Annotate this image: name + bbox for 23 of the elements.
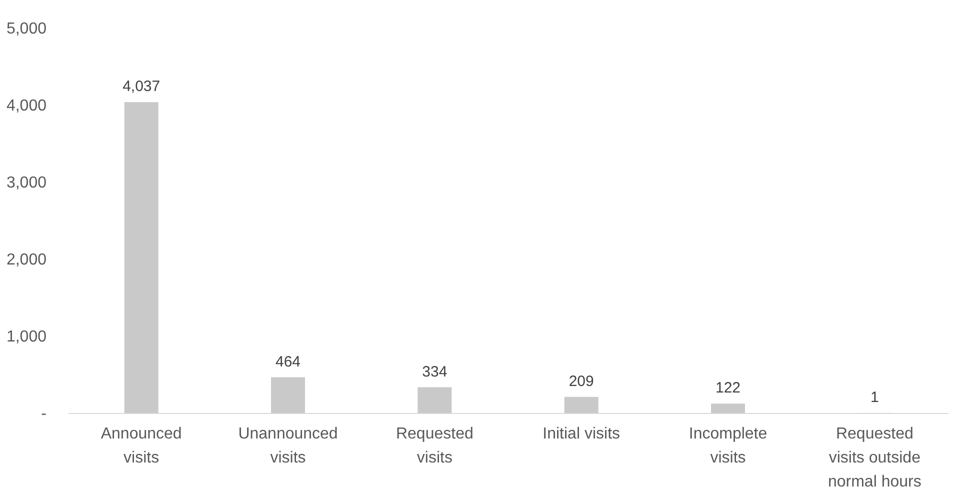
bar [711, 404, 745, 413]
y-tick-label: 5,000 [6, 20, 47, 38]
x-tick-label: Requested visits [396, 426, 474, 466]
x-tick-label: Incomplete visits [688, 426, 768, 466]
data-label: 4,037 [122, 78, 160, 96]
bar [418, 387, 452, 413]
data-label: 1 [870, 388, 879, 406]
data-label: 464 [275, 353, 301, 370]
data-label: 122 [715, 380, 741, 397]
data-label: 334 [422, 363, 448, 380]
x-tick-label: Initial visits [542, 426, 620, 442]
y-tick-label: 2,000 [6, 252, 47, 268]
y-tick-label: 4,000 [6, 98, 47, 114]
x-tick-label: Requested visits outside normal hours [828, 426, 922, 490]
bar [271, 377, 305, 413]
y-tick-label: 3,000 [6, 174, 47, 192]
y-tick-label: 1,000 [6, 328, 47, 346]
y-tick-label: - [41, 406, 46, 422]
data-label: 209 [568, 372, 594, 390]
x-tick-label: Unannounced visits [238, 426, 338, 466]
bar [564, 396, 598, 413]
bar [124, 102, 158, 413]
x-tick-label: Announced visits [100, 426, 182, 466]
